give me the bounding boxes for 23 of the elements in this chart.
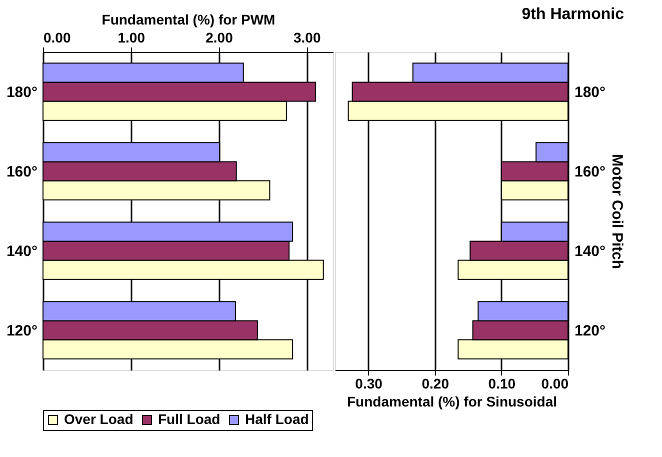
- legend-label: Full Load: [158, 411, 220, 427]
- x-tick-label: 0.10: [488, 376, 516, 392]
- x-tick-label: 0.20: [422, 376, 450, 392]
- x-tick-label: 3.00: [294, 30, 321, 46]
- y-tick-label: 140°: [574, 242, 606, 260]
- y-tick-label: 140°: [6, 242, 38, 260]
- x-axis-title: Fundamental (%) for PWM: [102, 12, 276, 28]
- y-tick-label: 120°: [6, 322, 38, 340]
- y-axis-title: Motor Coil Pitch: [608, 154, 626, 269]
- x-tick-label: 0.00: [541, 376, 569, 392]
- x-tick-label: 1.00: [118, 30, 146, 46]
- y-tick-label: 160°: [574, 163, 606, 180]
- x-axis-title: Fundamental (%) for Sinusoidal: [346, 394, 558, 410]
- legend-label: Half Load: [245, 411, 309, 427]
- x-tick-label: 0.30: [355, 376, 383, 392]
- chart-title: 9th Harmonic: [522, 6, 624, 23]
- y-tick-label: 120°: [574, 322, 606, 340]
- y-tick-label: 180°: [6, 84, 38, 101]
- x-tick-label: 2.00: [206, 30, 234, 46]
- x-tick-label: 0.00: [44, 30, 71, 46]
- y-tick-label: 180°: [574, 84, 606, 101]
- legend-label: Over Load: [64, 411, 134, 427]
- y-tick-label: 160°: [6, 163, 38, 180]
